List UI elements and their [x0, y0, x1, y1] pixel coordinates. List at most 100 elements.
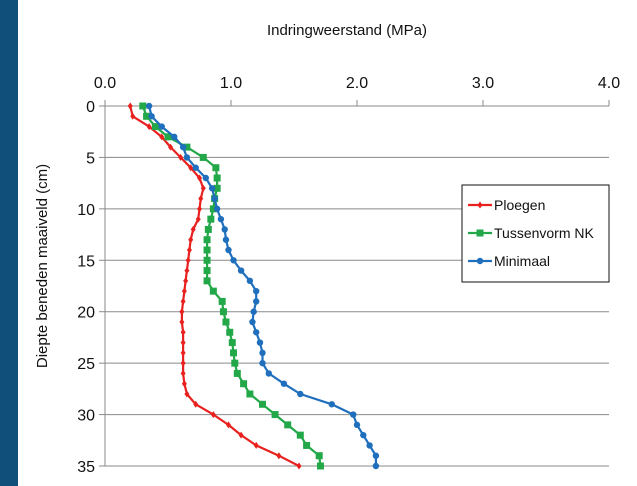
- data-point: [230, 257, 237, 264]
- data-point: [180, 369, 186, 377]
- data-point: [159, 133, 165, 141]
- penetration-resistance-chart: Indringweerstand (MPa) Diepte beneden ma…: [34, 22, 620, 476]
- legend-label: Minimaal: [494, 253, 550, 269]
- x-tick-labels: 0.0 1.0 2.0 3.0 4.0: [94, 75, 620, 92]
- data-point: [197, 205, 202, 213]
- data-point: [250, 308, 257, 315]
- data-point: [253, 298, 260, 305]
- data-point: [188, 164, 194, 172]
- data-point: [184, 267, 190, 275]
- data-point: [199, 153, 207, 161]
- data-point: [246, 390, 254, 398]
- data-point: [217, 215, 225, 223]
- data-point: [230, 349, 238, 357]
- y-tick-label: 35: [77, 459, 95, 476]
- legend-swatch-marker: [476, 257, 484, 265]
- data-point: [203, 277, 211, 285]
- data-point: [372, 452, 380, 459]
- data-point: [200, 184, 206, 192]
- data-point: [179, 318, 185, 326]
- data-point: [297, 390, 304, 398]
- data-point: [353, 421, 361, 429]
- data-point: [151, 123, 159, 131]
- data-point: [284, 421, 292, 429]
- axes: [99, 100, 610, 467]
- data-point: [180, 297, 186, 305]
- data-point: [180, 359, 186, 367]
- data-point: [178, 153, 184, 161]
- data-point: [198, 195, 204, 203]
- data-point: [171, 133, 178, 141]
- legend-label: Tussenvorm NK: [494, 225, 595, 241]
- data-point: [193, 400, 199, 408]
- x-tick-label: 4.0: [598, 75, 620, 92]
- data-point: [202, 174, 209, 182]
- data-point: [181, 380, 187, 388]
- chart-frame: Indringweerstand (MPa) Diepte beneden ma…: [18, 0, 637, 486]
- data-point: [213, 184, 221, 192]
- data-point: [240, 380, 248, 388]
- data-point: [127, 102, 133, 110]
- series-line: [129, 105, 300, 467]
- legend: Ploegen Tussenvorm NK Minimaal: [461, 184, 610, 283]
- x-tick-label: 3.0: [472, 75, 494, 92]
- y-tick-labels: 0 5 10 15 20 25 30 35: [77, 99, 95, 476]
- data-point: [228, 339, 236, 347]
- data-point: [130, 112, 136, 120]
- data-point: [139, 102, 147, 110]
- data-point: [259, 349, 266, 357]
- data-point: [192, 164, 199, 171]
- data-point: [180, 349, 186, 357]
- data-series: [127, 102, 380, 470]
- series-line: [141, 105, 322, 467]
- data-point: [372, 462, 380, 470]
- data-point: [296, 462, 302, 470]
- data-point: [213, 205, 221, 213]
- data-point: [209, 205, 217, 213]
- data-point: [296, 431, 304, 439]
- data-point: [203, 256, 211, 264]
- legend-swatch-marker: [476, 229, 484, 237]
- data-point: [158, 123, 165, 130]
- data-point: [183, 143, 191, 151]
- y-tick-label: 30: [77, 408, 95, 425]
- data-point: [188, 236, 194, 244]
- data-point: [145, 102, 153, 110]
- data-point: [303, 441, 311, 449]
- data-point: [190, 225, 196, 233]
- data-point: [249, 318, 256, 326]
- data-point: [219, 308, 227, 316]
- data-point: [209, 287, 217, 295]
- data-point: [179, 143, 187, 151]
- data-point: [211, 195, 218, 202]
- data-point: [233, 369, 241, 377]
- data-point: [195, 215, 201, 223]
- data-point: [259, 400, 266, 408]
- data-point: [180, 339, 186, 347]
- data-point: [218, 297, 226, 305]
- data-point: [253, 287, 260, 295]
- data-point: [204, 225, 212, 233]
- series-minimaal: [145, 102, 380, 470]
- data-point: [203, 267, 211, 275]
- data-point: [148, 113, 155, 120]
- data-point: [184, 390, 190, 398]
- y-tick-label: 20: [77, 305, 95, 322]
- data-point: [203, 246, 211, 254]
- legend-swatch-marker: [477, 201, 483, 209]
- data-point: [246, 277, 254, 285]
- data-point: [164, 133, 172, 141]
- data-point: [186, 246, 192, 254]
- data-point: [208, 185, 216, 192]
- series-tussenvorm-nk: [139, 102, 324, 470]
- data-point: [253, 329, 260, 336]
- legend-label: Ploegen: [494, 197, 545, 213]
- data-point: [360, 431, 367, 439]
- data-point: [226, 328, 234, 336]
- x-tick-label: 2.0: [346, 75, 368, 92]
- data-point: [271, 411, 279, 419]
- data-point: [207, 215, 215, 223]
- data-point: [146, 123, 152, 131]
- legend-item: Tussenvorm NK: [468, 225, 595, 241]
- data-point: [197, 174, 202, 182]
